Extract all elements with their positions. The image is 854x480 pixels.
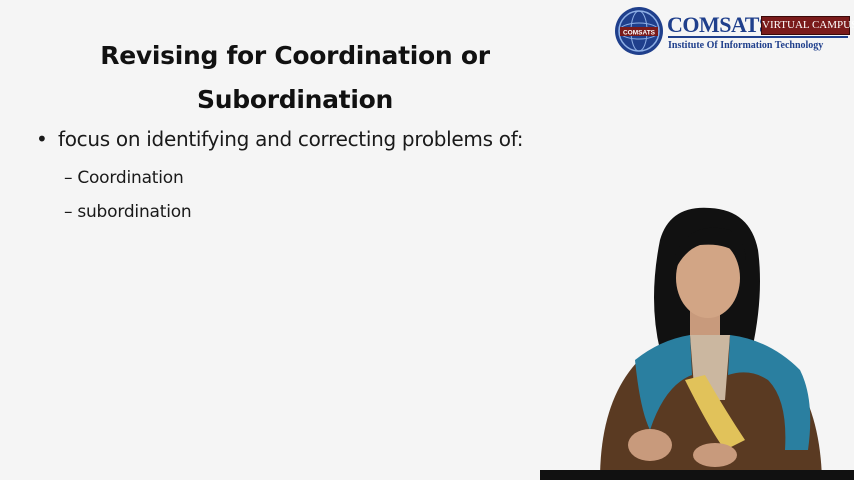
desk [540, 470, 854, 480]
logo-divider [668, 36, 848, 38]
slide-title: Revising for Coordination or Subordinati… [60, 34, 530, 122]
bullet-dot: • [36, 127, 48, 151]
comsats-seal-icon: COMSATS [615, 7, 663, 55]
logo-subtitle: Institute Of Information Technology [668, 40, 824, 51]
sub-bullet-item: – Coordination [64, 161, 554, 195]
sub-bullet-list: – Coordination – subordination [34, 161, 554, 229]
sub-bullet-item: – subordination [64, 195, 554, 229]
bullet-item: • focus on identifying and correcting pr… [34, 124, 554, 155]
slide-title-line-1: Revising for Coordination or [100, 41, 490, 70]
comsats-logo: COMSATS COMSATS VIRTUAL CAMPUS Institute… [614, 6, 854, 56]
virtual-campus-badge: VIRTUAL CAMPUS [761, 16, 854, 35]
presenter-video-figure [600, 207, 822, 480]
bullet-list: • focus on identifying and correcting pr… [34, 124, 554, 229]
bullet-text: focus on identifying and correcting prob… [58, 127, 524, 151]
sub-bullet-dash: – [64, 202, 73, 222]
seal-text: COMSATS [623, 30, 656, 37]
slide-title-line-2: Subordination [197, 85, 393, 114]
logo-name: COMSATS [667, 12, 771, 37]
sub-bullet-text: Coordination [77, 168, 184, 188]
sub-bullet-text: subordination [77, 202, 192, 222]
sub-bullet-dash: – [64, 168, 73, 188]
